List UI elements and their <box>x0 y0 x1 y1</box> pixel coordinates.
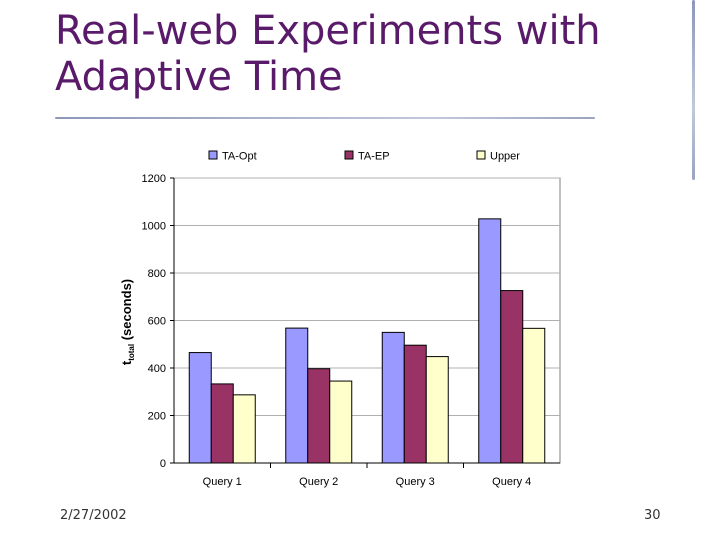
bar-ta-opt-2 <box>285 327 309 464</box>
bar-ta-ep-1 <box>210 383 234 464</box>
legend-swatch <box>476 150 486 160</box>
x-tick-label: Query 4 <box>492 476 531 488</box>
legend-label: Upper <box>490 151 520 163</box>
legend: TA-Opt TA-EP Upper <box>208 150 520 163</box>
bar-ta-opt-3 <box>381 331 405 464</box>
y-tick-label: 1200 <box>142 173 166 185</box>
y-tick-label: 400 <box>148 363 166 375</box>
bar-ta-ep-2 <box>307 368 331 464</box>
legend-label: TA-EP <box>358 151 390 163</box>
side-decoration-line <box>692 0 695 180</box>
page-number: 30 <box>644 508 661 523</box>
bar-ta-opt-4 <box>478 218 502 464</box>
y-tick-label: 0 <box>160 458 166 470</box>
y-tick-label: 1000 <box>142 221 166 233</box>
x-tick-label: Query 2 <box>299 476 338 488</box>
legend-label: TA-Opt <box>222 151 257 163</box>
y-tick-label: 200 <box>148 411 166 423</box>
y-tick-label: 600 <box>148 316 166 328</box>
bar-upper-4 <box>522 327 546 464</box>
bar-upper-3 <box>425 356 449 464</box>
y-axis-label-sub: total <box>127 344 136 361</box>
bar-ta-ep-4 <box>500 290 524 464</box>
bar-upper-2 <box>329 380 353 464</box>
bar-layer <box>188 218 546 464</box>
y-axis-label-rest: (seconds) <box>119 279 134 344</box>
y-axis-label: ttotal (seconds) <box>119 279 136 365</box>
bar-ta-opt-1 <box>188 352 212 464</box>
title-line-2: Adaptive Time <box>55 54 343 100</box>
y-tick-label: 800 <box>148 268 166 280</box>
slide-title: Real-web Experiments with Adaptive Time <box>55 8 655 100</box>
bar-ta-ep-3 <box>403 344 427 464</box>
legend-swatch <box>344 150 354 160</box>
axis-layer: 0 200 400 600 800 1000 1200 Query 1 Query 2 Query… <box>142 173 560 488</box>
footer-date: 2/27/2002 <box>60 508 127 523</box>
title-line-1: Real-web Experiments with <box>55 8 601 54</box>
legend-swatch <box>208 150 218 160</box>
x-tick-label: Query 3 <box>396 476 435 488</box>
y-axis-label-main: t <box>119 360 134 365</box>
bar-upper-1 <box>232 394 256 464</box>
x-tick-label: Query 1 <box>203 476 242 488</box>
title-underline <box>55 117 595 119</box>
